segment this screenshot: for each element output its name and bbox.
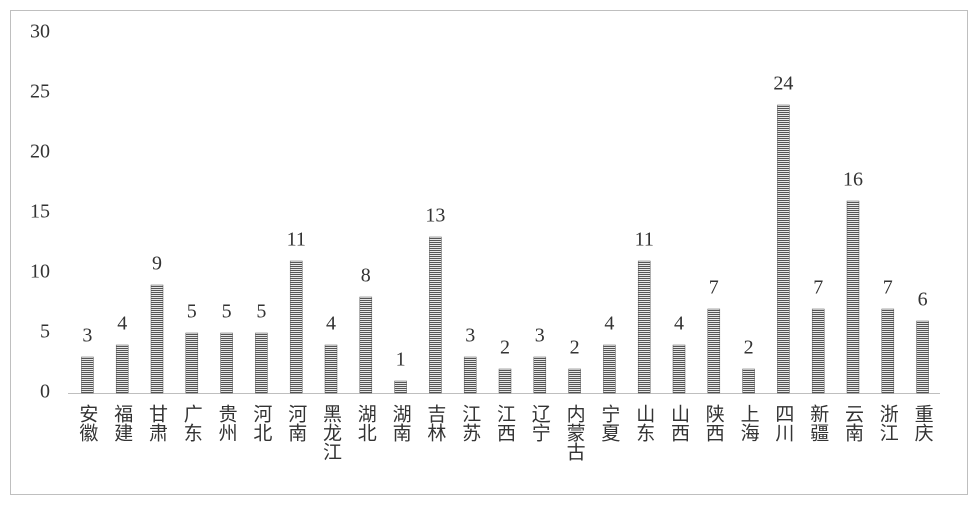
x-tick-label: 福建 xyxy=(111,404,133,442)
bar xyxy=(324,344,338,394)
bar xyxy=(811,308,825,394)
x-tick-label: 广东 xyxy=(181,404,203,442)
x-tick-label: 山东 xyxy=(633,404,655,442)
x-tick-label: 重庆 xyxy=(912,404,934,442)
bar xyxy=(463,356,477,394)
y-tick-label: 20 xyxy=(30,141,50,163)
bar xyxy=(777,104,790,394)
x-tick-label: 云南 xyxy=(842,404,864,442)
bar xyxy=(150,284,164,394)
data-label: 11 xyxy=(287,229,306,251)
data-label: 13 xyxy=(425,205,445,227)
y-tick-label: 10 xyxy=(30,261,50,283)
bar xyxy=(881,308,895,394)
data-label: 9 xyxy=(152,253,162,275)
x-tick-label: 宁夏 xyxy=(598,404,620,442)
data-label: 4 xyxy=(326,313,336,335)
data-label: 5 xyxy=(222,301,232,323)
x-tick-label: 安徽 xyxy=(76,404,98,442)
data-label: 5 xyxy=(256,301,266,323)
x-tick-label: 浙江 xyxy=(877,404,899,442)
bar xyxy=(81,356,94,394)
bar xyxy=(115,344,129,394)
x-tick-label: 江西 xyxy=(494,404,516,442)
data-label: 3 xyxy=(82,325,92,347)
bar xyxy=(220,332,233,394)
data-label: 5 xyxy=(187,301,197,323)
bar xyxy=(185,332,199,394)
data-label: 3 xyxy=(535,325,545,347)
bar xyxy=(916,320,929,394)
data-label: 7 xyxy=(709,277,719,299)
x-tick-label: 江苏 xyxy=(459,404,481,442)
data-label: 7 xyxy=(813,277,823,299)
x-tick-label: 内蒙古 xyxy=(564,404,586,461)
data-label: 1 xyxy=(396,349,406,371)
x-tick-label: 上海 xyxy=(738,404,760,442)
bar xyxy=(498,368,512,394)
y-tick-label: 30 xyxy=(30,21,50,43)
data-label: 2 xyxy=(500,337,510,359)
data-label: 24 xyxy=(773,73,793,95)
x-tick-label: 甘肃 xyxy=(146,404,168,442)
data-label: 3 xyxy=(465,325,475,347)
x-tick-label: 黑龙江 xyxy=(320,404,342,461)
y-tick-label: 25 xyxy=(30,81,50,103)
data-label: 6 xyxy=(918,289,928,311)
x-tick-label: 辽宁 xyxy=(529,404,551,442)
data-label: 16 xyxy=(843,169,863,191)
bar xyxy=(846,200,860,394)
bar xyxy=(429,236,442,394)
data-label: 2 xyxy=(570,337,580,359)
x-tick-label: 四川 xyxy=(772,404,794,442)
x-tick-label: 山西 xyxy=(668,404,690,442)
x-tick-label: 新疆 xyxy=(807,404,829,442)
bar xyxy=(533,356,547,394)
bar xyxy=(707,308,721,394)
bar xyxy=(255,332,268,394)
y-tick-label: 15 xyxy=(30,201,50,223)
data-label: 4 xyxy=(674,313,684,335)
y-tick-label: 0 xyxy=(40,381,50,403)
data-label: 4 xyxy=(117,313,127,335)
x-tick-label: 湖北 xyxy=(355,404,377,442)
x-tick-label: 吉林 xyxy=(424,404,446,442)
x-tick-label: 湖南 xyxy=(390,404,412,442)
x-tick-label: 河北 xyxy=(250,404,272,442)
bar xyxy=(672,344,686,394)
x-tick-label: 贵州 xyxy=(216,404,238,442)
bar xyxy=(603,344,616,394)
x-tick-label: 河南 xyxy=(285,404,307,442)
data-label: 11 xyxy=(635,229,654,251)
x-tick-label: 陕西 xyxy=(703,404,725,442)
y-tick-label: 5 xyxy=(40,321,50,343)
bar xyxy=(394,380,407,394)
data-label: 8 xyxy=(361,265,371,287)
data-label: 7 xyxy=(883,277,893,299)
bar xyxy=(568,368,581,394)
bar xyxy=(289,260,303,394)
chart-border xyxy=(10,10,968,495)
bar xyxy=(359,296,373,394)
bar xyxy=(742,368,755,394)
data-label: 2 xyxy=(744,337,754,359)
data-label: 4 xyxy=(604,313,614,335)
bar xyxy=(637,260,651,394)
